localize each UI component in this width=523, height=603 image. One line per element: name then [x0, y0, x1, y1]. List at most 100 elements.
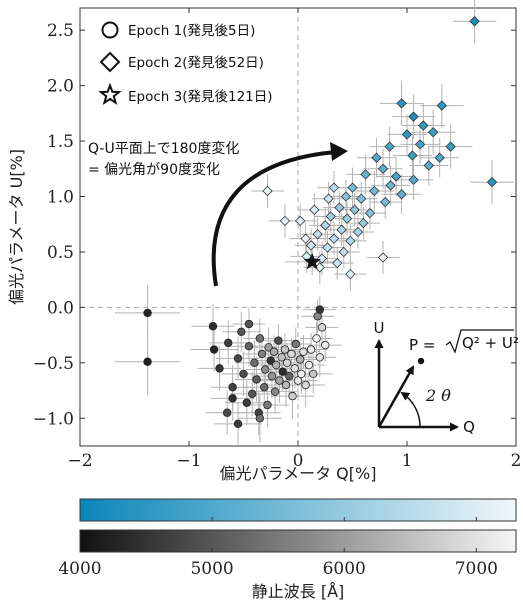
epoch2-point [279, 215, 291, 227]
epoch2-point [401, 129, 413, 140]
epoch2-point [377, 163, 389, 174]
axis-ticks: −2 −1 0 1 2 −1.0 −0.5 0.0 0.5 1.0 1.5 2.0 2.5 [33, 8, 521, 471]
epoch1-point [297, 369, 306, 379]
epoch2-point [300, 233, 311, 244]
annotation-line-1: Q-U平面上で180度変化 [88, 140, 239, 157]
inset-formula-lhs: P = [409, 336, 435, 354]
epoch1-point [280, 345, 290, 354]
inset-sqrt-sign [445, 329, 514, 354]
epoch2-point [408, 111, 419, 122]
legend-entry-epoch-3: Epoch 3(発見後121日) [128, 89, 273, 105]
epoch2-point [356, 193, 367, 204]
epoch2-point [345, 235, 356, 247]
y-tick-label: 0.0 [47, 298, 74, 318]
colorbar-label: 静止波長 [Å] [252, 582, 345, 601]
epoch2-point [323, 193, 334, 204]
epoch1-point [281, 380, 291, 390]
epoch2-point [407, 150, 418, 161]
colorbar-tick-label: 7000 [455, 559, 498, 579]
epoch1-point [233, 354, 243, 363]
epoch1-point [306, 345, 316, 354]
epoch1-point [260, 383, 269, 392]
epoch2-point [414, 139, 426, 150]
epoch1-point [315, 305, 324, 314]
epoch1-point [208, 322, 218, 331]
epoch2-point [349, 204, 360, 215]
legend-entry-epoch-2: Epoch 2(発見後52日) [128, 55, 264, 71]
epoch2-point [345, 268, 356, 280]
epoch1-point [242, 398, 251, 407]
epoch2-point [396, 189, 407, 200]
epoch1-point [215, 364, 224, 373]
x-tick-label: 1 [402, 451, 413, 471]
annotation-line-2: = 偏光角が90度変化 [88, 161, 220, 178]
epoch1-point [257, 349, 267, 359]
epoch2-point [316, 253, 328, 264]
y-axis-label: 偏光パラメータ U[%] [7, 149, 26, 305]
epoch2-point [334, 202, 345, 213]
epoch2-point [341, 213, 353, 224]
epoch1-point [287, 349, 296, 359]
y-tick-label: 2.0 [47, 77, 74, 97]
epoch1-point [143, 308, 152, 318]
epoch2-point [325, 211, 336, 222]
inset-u-label: U [374, 319, 385, 337]
epoch1-point [255, 414, 265, 423]
epoch2-point [322, 242, 333, 253]
epoch2-point [423, 160, 434, 171]
epoch1-point [228, 394, 237, 403]
epoch2-point [385, 180, 396, 191]
legend-star-icon [98, 82, 122, 106]
epoch1-point [275, 376, 284, 385]
epoch2-point [408, 174, 419, 186]
epoch1-point [143, 357, 152, 366]
data-markers [143, 16, 498, 429]
inset-angle-arc [400, 391, 421, 428]
epoch1-point [282, 358, 292, 368]
epoch1-point [270, 387, 280, 396]
epoch2-point [364, 207, 376, 219]
epoch1-point [304, 360, 314, 370]
epoch1-point [255, 334, 265, 343]
epoch1-point [269, 347, 279, 356]
epoch1-point [239, 369, 248, 379]
epoch2-point [295, 215, 306, 227]
plot-area: −2 −1 0 1 2 −1.0 −0.5 0.0 0.5 1.0 1.5 2.0 2.5 [33, 0, 521, 471]
epoch1-point [244, 342, 254, 351]
epoch2-point [358, 217, 369, 229]
epoch1-point [266, 356, 275, 365]
epoch2-point [418, 120, 429, 131]
rotation-arrow [211, 150, 337, 287]
epoch2-point [328, 233, 340, 244]
epoch2-point [309, 204, 320, 215]
epoch1-point [293, 376, 303, 385]
epoch1-point [301, 380, 310, 390]
epoch1-point [248, 389, 257, 399]
epoch1-point [233, 419, 243, 429]
epoch1-point [252, 375, 261, 384]
epoch1-point [309, 369, 318, 379]
epoch1-point [299, 347, 308, 356]
x-axis-label: 偏光パラメータ Q[%] [220, 464, 377, 483]
epoch1-point [263, 400, 272, 410]
epoch2-point [445, 141, 456, 152]
colorbar-ticks: 4000 5000 6000 7000 [58, 517, 498, 579]
epoch2-point [434, 152, 445, 163]
legend-circle-icon [101, 21, 119, 39]
x-tick-label: 0 [293, 451, 304, 471]
epoch2-point [352, 226, 364, 238]
epoch1-point [228, 383, 237, 392]
epoch1-point [264, 343, 273, 352]
epoch2-point [486, 176, 498, 188]
epoch1-point [312, 334, 321, 343]
epoch2-point [360, 169, 371, 180]
epoch1-point [237, 327, 246, 336]
epoch2-point [320, 220, 331, 231]
epoch1-point [291, 339, 301, 349]
epoch1-point [278, 367, 287, 376]
colorbar-gray [79, 529, 517, 553]
epoch1-point [290, 364, 299, 373]
inset-vector-arrow [377, 365, 415, 428]
epoch2-point [436, 100, 448, 111]
